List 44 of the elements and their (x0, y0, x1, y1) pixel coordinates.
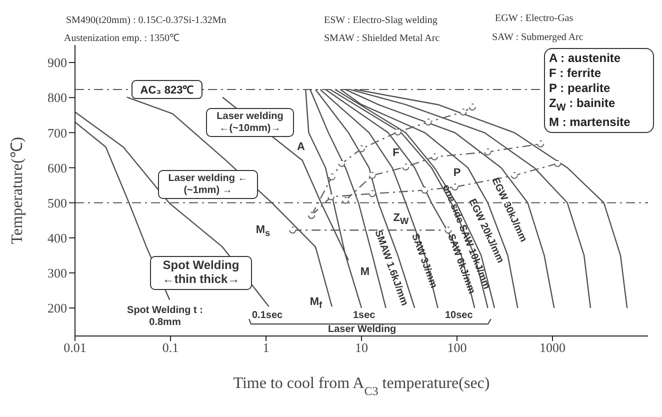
annotation: SAW 3J/mm (409, 232, 439, 290)
y-tick-label: 700 (48, 125, 67, 140)
text: SAW : Submerged Arc (492, 32, 584, 44)
annotation: F : ferrite (549, 66, 602, 81)
y-tick-label: 900 (48, 55, 67, 70)
text: Austenization emp. : 1350℃ (64, 33, 180, 44)
annotation: A (297, 141, 305, 153)
y-tick-label: 200 (48, 300, 67, 316)
y-tick-label: 400 (48, 230, 67, 246)
annotation: Z$_{W}$ : bainite (549, 96, 616, 115)
x-tick-label: 1 (262, 340, 270, 356)
y-axis-title: Temperature(℃) (9, 136, 26, 244)
annotation: Laser welding ← (~1mm) → (158, 170, 258, 199)
x-axis-title: Time to cool from A$_{C3}$ temperature(sec) (233, 375, 490, 398)
text: SMAW : Shielded Metal Arc (324, 33, 440, 44)
y-tick-label: 600 (48, 160, 67, 176)
annotation: F (392, 147, 400, 159)
x-tick-label: 100 (447, 340, 467, 356)
annotation: Laser Welding (328, 324, 396, 336)
annotation: M (360, 266, 370, 278)
ref-line-label: AC₃ 823℃ (140, 84, 194, 97)
y-tick-label: 300 (48, 266, 67, 281)
x-tick-label: 0.01 (64, 340, 86, 356)
annotation: M$_{s}$ (256, 224, 270, 238)
x-tick-label: 0.1 (162, 340, 179, 356)
annotation: M$_{f}$ (310, 296, 322, 310)
x-tick-label: 1000 (540, 340, 566, 356)
y-tick-label: 800 (48, 90, 67, 106)
annotation: Spot Welding ←thin thick→ (150, 256, 252, 290)
annotation: Spot Welding t : 0.8mm (126, 305, 204, 328)
annotation: 1sec (353, 310, 376, 322)
annotation: Laser welding ←(~10mm)→ (206, 108, 294, 137)
annotation: P (453, 167, 461, 179)
text: EGW : Electro-Gas (495, 13, 574, 24)
x-tick-label: 10 (355, 340, 368, 356)
text: SM490(t20mm) : 0.15C-0.37Si-1.32Mn (66, 15, 226, 26)
annotation: 0.1sec (252, 310, 283, 322)
annotation: 10sec (445, 310, 473, 322)
annotation: P : pearlite (549, 81, 612, 96)
annotation: Z$_{W}$ (393, 212, 409, 226)
text: ESW : Electro-Slag welding (324, 15, 438, 26)
annotation: A : austenite (549, 51, 622, 66)
annotation: M : martensite (549, 114, 632, 130)
y-tick-label: 500 (48, 195, 67, 210)
